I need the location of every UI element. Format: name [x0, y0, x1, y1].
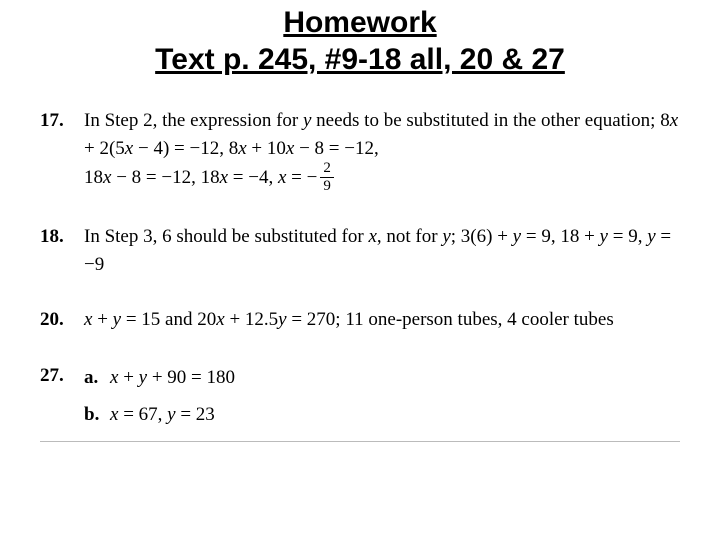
var-y: y — [647, 226, 655, 247]
subpart-label: b. — [84, 401, 110, 429]
problem-body: In Step 3, 6 should be substituted for x… — [84, 223, 680, 278]
problem-number: 18. — [40, 223, 84, 251]
var-y: y — [167, 404, 175, 425]
eq: − 4) = −12, 8 — [133, 138, 238, 159]
eq: = 23 — [176, 404, 215, 425]
var-y: y — [600, 226, 608, 247]
eq: = 270; 11 one-person tubes, 4 cooler tub… — [287, 309, 614, 330]
problem-body: x + y = 15 and 20x + 12.5y = 270; 11 one… — [84, 306, 680, 334]
eq: + 2(5 — [84, 138, 125, 159]
subpart-b: b. x = 67, y = 23 — [84, 401, 680, 429]
subpart-text: x + y + 90 = 180 — [110, 364, 235, 392]
eq: = — [286, 167, 306, 188]
eq: + — [118, 367, 138, 388]
text: In Step 2, the expression for — [84, 110, 303, 131]
slide: Homework Text p. 245, #9-18 all, 20 & 27… — [0, 0, 720, 540]
eq: = 67, — [118, 404, 167, 425]
problem-18: 18. In Step 3, 6 should be substituted f… — [40, 223, 680, 278]
text: needs to be substituted in the other equ… — [311, 110, 660, 131]
eq: − 8 = −12, — [294, 138, 378, 159]
var-x: x — [125, 138, 133, 159]
var-x: x — [216, 309, 224, 330]
title-line-2: Text p. 245, #9-18 all, 20 & 27 — [0, 43, 720, 78]
problem-body: In Step 2, the expression for y needs to… — [84, 107, 680, 195]
var-y: y — [113, 309, 121, 330]
eq: + 90 = 180 — [147, 367, 235, 388]
text: = 9, — [608, 226, 647, 247]
problem-20: 20. x + y = 15 and 20x + 12.5y = 270; 11… — [40, 306, 680, 334]
eq: 18 — [84, 167, 103, 188]
eq: 8 — [660, 110, 670, 131]
eq: + 12.5 — [225, 309, 278, 330]
text: = 9, 18 + — [521, 226, 599, 247]
var-y: y — [442, 226, 450, 247]
title-block: Homework Text p. 245, #9-18 all, 20 & 27 — [0, 6, 720, 77]
subpart-text: x = 67, y = 23 — [110, 401, 215, 429]
var-x: x — [670, 110, 678, 131]
var-x: x — [368, 226, 376, 247]
fraction-num: 2 — [320, 161, 334, 178]
problem-number: 17. — [40, 107, 84, 135]
fraction: 29 — [320, 161, 334, 194]
problem-list: 17. In Step 2, the expression for y need… — [40, 107, 680, 429]
problem-17: 17. In Step 2, the expression for y need… — [40, 107, 680, 195]
text: In Step 3, 6 should be substituted for — [84, 226, 368, 247]
eq: = 15 and 20 — [121, 309, 216, 330]
eq: = −4, — [228, 167, 278, 188]
var-x: x — [220, 167, 228, 188]
minus-sign: − — [307, 167, 318, 188]
title-line-1: Homework — [0, 6, 720, 41]
var-x: x — [238, 138, 246, 159]
eq: + 10 — [247, 138, 286, 159]
problem-number: 27. — [40, 362, 84, 390]
eq: + — [92, 309, 112, 330]
text: , not for — [377, 226, 442, 247]
var-y: y — [278, 309, 286, 330]
fraction-den: 9 — [320, 178, 334, 194]
var-y: y — [513, 226, 521, 247]
divider — [40, 441, 680, 442]
var-y: y — [139, 367, 147, 388]
eq: − 8 = −12, 18 — [111, 167, 219, 188]
problem-27: 27. a. x + y + 90 = 180 b. x = 67, y = 2… — [40, 362, 680, 429]
problem-body: a. x + y + 90 = 180 b. x = 67, y = 23 — [84, 362, 680, 429]
text: ; 3(6) + — [451, 226, 513, 247]
problem-number: 20. — [40, 306, 84, 334]
subpart-a: a. x + y + 90 = 180 — [84, 364, 680, 392]
subpart-label: a. — [84, 364, 110, 392]
